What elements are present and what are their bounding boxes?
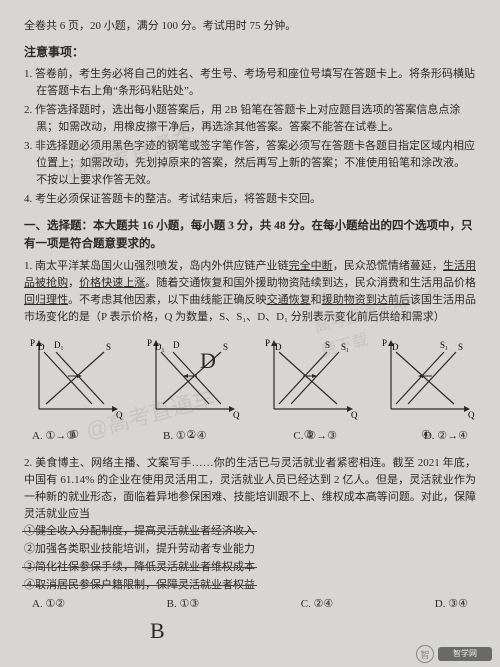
option-a: A. ①② — [32, 596, 65, 613]
svg-text:S₁: S₁ — [440, 340, 448, 350]
q1-stem: 1. 南太平洋某岛国火山强烈喷发，岛内外供应链产业链完全中断，民众恐慌情绪蔓延，… — [24, 258, 476, 326]
svg-text:S: S — [106, 342, 111, 352]
statement-2: ②加强各类职业技能培训，提升劳动者专业能力 — [24, 541, 476, 558]
svg-text:P: P — [265, 338, 270, 348]
option-c: C. ②④ — [301, 596, 334, 613]
q1-charts: P Q S D D₁ ① P — [24, 334, 476, 424]
svg-text:Q: Q — [233, 410, 240, 420]
notice-item: 3. 非选择题必须用黑色字迹的钢笔或签字笔作答，答案必须写在答题卡各题目指定区域… — [24, 138, 476, 189]
svg-text:Q: Q — [468, 410, 475, 420]
svg-text:D₁: D₁ — [155, 342, 165, 352]
notice-list: 1. 答卷前，考生务必将自己的姓名、考生号、考场号和座位号填写在答题卡上。将条形… — [24, 66, 476, 208]
svg-text:D: D — [392, 342, 399, 352]
handwritten-answer-q2: B — [150, 614, 165, 648]
option-b: B. ①③ — [167, 596, 200, 613]
econ-chart-4: P Q D S₁ S ④ — [376, 334, 476, 424]
axis-q-label: Q — [116, 410, 123, 420]
q2-choice-lines: ①健全收入分配制度，提高灵活就业者经济收入 ②加强各类职业技能培训，提升劳动者专… — [24, 523, 476, 594]
option-d: D. ③④ — [435, 596, 468, 613]
chart-number: ② — [141, 427, 241, 444]
axis-p-label: P — [30, 338, 35, 348]
notice-heading: 注意事项： — [24, 43, 476, 62]
econ-chart-3: P Q D S S₁ ③ — [259, 334, 359, 424]
q2-stem: 2. 美食博主、网络主播、文案写手……你的生活已与灵活就业者紧密相连。截至 20… — [24, 455, 476, 523]
footer-brand: 智学网 — [438, 647, 492, 661]
svg-text:P: P — [147, 338, 152, 348]
statement-4: ④取消居民参保户籍限制，保障灵活就业者权益 — [24, 577, 476, 594]
chart-number: ① — [24, 427, 124, 444]
chart-number: ③ — [259, 427, 359, 444]
econ-chart-2: P Q S D₁ D ② — [141, 334, 241, 424]
notice-item: 1. 答卷前，考生务必将自己的姓名、考生号、考场号和座位号填写在答题卡上。将条形… — [24, 66, 476, 100]
svg-text:D₁: D₁ — [54, 340, 64, 350]
svg-text:S: S — [458, 342, 463, 352]
notice-item: 2. 作答选择题时，选出每小题答案后，用 2B 铅笔在答题卡上对应题目选项的答案… — [24, 102, 476, 136]
svg-text:P: P — [382, 338, 387, 348]
svg-text:D: D — [173, 340, 180, 350]
svg-text:D: D — [275, 342, 282, 352]
econ-chart-1: P Q S D D₁ ① — [24, 334, 124, 424]
svg-text:S: S — [325, 340, 330, 350]
svg-text:D: D — [38, 342, 45, 352]
exam-page: 全卷共 6 页，20 小题，满分 100 分。考试用时 75 分钟。 注意事项：… — [24, 18, 476, 613]
footer-badge-icon: 智 — [416, 645, 434, 663]
notice-item: 4. 考生必须保证答题卡的整洁。考试结束后，将答题卡交回。 — [24, 191, 476, 208]
svg-text:S: S — [223, 342, 228, 352]
svg-text:Q: Q — [351, 410, 358, 420]
statement-1: ①健全收入分配制度，提高灵活就业者经济收入 — [24, 523, 476, 540]
svg-text:S₁: S₁ — [341, 342, 349, 352]
chart-number: ④ — [376, 427, 476, 444]
section-title: 一、选择题：本大题共 16 小题，每小题 3 分，共 48 分。在每小题给出的四… — [24, 218, 476, 254]
q2-options: A. ①② B. ①③ C. ②④ D. ③④ — [32, 596, 468, 613]
paper-meta: 全卷共 6 页，20 小题，满分 100 分。考试用时 75 分钟。 — [24, 18, 476, 35]
statement-3: ③简化社保参保手续，降低灵活就业者维权成本 — [24, 559, 476, 576]
